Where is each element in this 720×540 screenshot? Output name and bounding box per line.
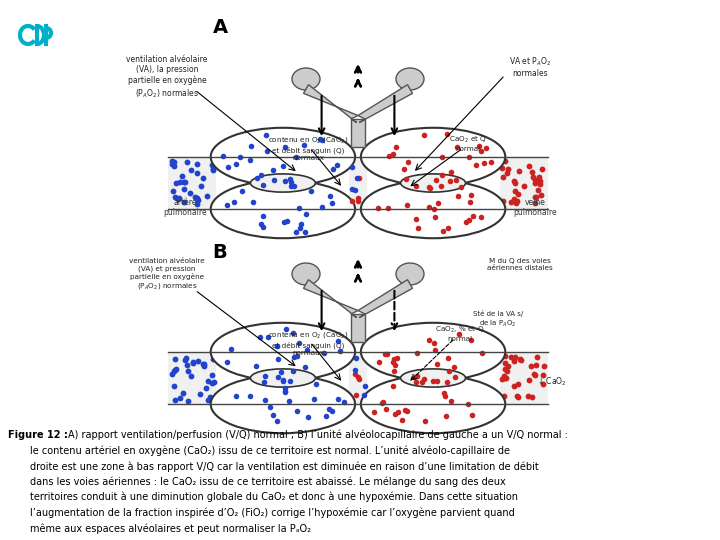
Text: CaO$_2$, % et Q
normal: CaO$_2$, % et Q normal xyxy=(436,325,485,342)
Text: CaO$_2$ et Q
normal: CaO$_2$ et Q normal xyxy=(449,135,487,152)
Text: même aux espaces alvéolaires et peut normaliser la PₐO₂: même aux espaces alvéolaires et peut nor… xyxy=(30,523,311,534)
Ellipse shape xyxy=(400,369,466,387)
Bar xyxy=(500,157,548,209)
Text: ↓ CaO$_2$: ↓ CaO$_2$ xyxy=(537,375,567,388)
Ellipse shape xyxy=(361,180,505,238)
Ellipse shape xyxy=(361,128,505,186)
Text: territoires conduit à une diminution globale du CaO₂ et donc à une hypoxémie. Da: territoires conduit à une diminution glo… xyxy=(30,492,518,503)
Text: artère
pulmonaire: artère pulmonaire xyxy=(163,198,207,218)
Ellipse shape xyxy=(251,369,315,387)
Ellipse shape xyxy=(396,68,424,90)
Bar xyxy=(168,157,217,209)
Polygon shape xyxy=(351,119,365,147)
Text: contenu en O$_2$ (CaO$_2$)
et débit sanguin (Q)
normaux: contenu en O$_2$ (CaO$_2$) et débit sang… xyxy=(268,330,348,356)
Bar xyxy=(349,157,366,209)
Text: le contenu artériel en oxygène (CaO₂) issu de ce territoire est normal. L’unité : le contenu artériel en oxygène (CaO₂) is… xyxy=(30,446,510,456)
Text: A) rapport ventilation/perfusion (V/Q) normal ; B) l’unité alvéolocapillaire de : A) rapport ventilation/perfusion (V/Q) n… xyxy=(68,430,568,441)
Bar xyxy=(500,352,548,404)
Text: VA et P$_{A}$O$_2$
normales: VA et P$_{A}$O$_2$ normales xyxy=(509,55,552,78)
Text: B: B xyxy=(212,243,228,262)
Text: droite est une zone à bas rapport V/Q car la ventilation est diminuée en raison : droite est une zone à bas rapport V/Q ca… xyxy=(30,461,539,471)
Ellipse shape xyxy=(292,263,320,285)
Text: contenu en O$_2$ (CaO$_2$)
et débit sanguin (Q)
normaux: contenu en O$_2$ (CaO$_2$) et débit sang… xyxy=(268,135,348,161)
Text: A: A xyxy=(212,18,228,37)
Bar xyxy=(349,352,366,404)
Polygon shape xyxy=(351,314,365,342)
Text: ventilation alvéolaire
(VA) et pression
partielle en oxygène
(P$_{A}$O$_2$) norm: ventilation alvéolaire (VA) et pression … xyxy=(129,258,205,291)
Polygon shape xyxy=(304,280,358,318)
Text: l’augmentation de la fraction inspirée d’O₂ (FiO₂) corrige l’hypoxémie car l’oxy: l’augmentation de la fraction inspirée d… xyxy=(30,508,515,518)
Ellipse shape xyxy=(400,174,466,192)
Ellipse shape xyxy=(361,375,505,433)
Ellipse shape xyxy=(211,375,355,433)
Ellipse shape xyxy=(396,263,424,285)
Text: ventilation alvéolaire
(VA), la pression
partielle en oxygène
(P$_{A}$O$_2$) nor: ventilation alvéolaire (VA), la pression… xyxy=(126,55,207,100)
Ellipse shape xyxy=(211,180,355,238)
Text: dans les voies aériennes : le CaO₂ issu de ce territoire est abaissé. Le mélange: dans les voies aériennes : le CaO₂ issu … xyxy=(30,476,505,487)
Text: M du Q des voies
aériennes distales: M du Q des voies aériennes distales xyxy=(487,258,553,271)
Ellipse shape xyxy=(292,68,320,90)
Text: Figure 12 :: Figure 12 : xyxy=(8,430,71,440)
Ellipse shape xyxy=(211,128,355,186)
Ellipse shape xyxy=(251,174,315,192)
Polygon shape xyxy=(304,85,358,123)
Text: veine
pulmonaire: veine pulmonaire xyxy=(513,198,557,218)
Polygon shape xyxy=(358,85,413,123)
Polygon shape xyxy=(358,280,413,318)
Ellipse shape xyxy=(361,323,505,381)
Ellipse shape xyxy=(211,323,355,381)
Bar xyxy=(168,352,217,404)
Text: Sté de la VA s/
de la P$_{A}$O$_2$: Sté de la VA s/ de la P$_{A}$O$_2$ xyxy=(473,310,523,329)
